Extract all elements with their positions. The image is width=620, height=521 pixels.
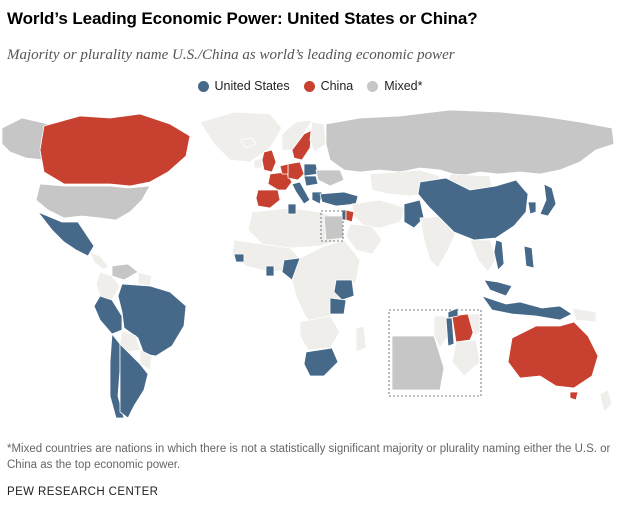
country-tasmania [569, 391, 579, 401]
region-central-america [89, 251, 109, 271]
inset-iraq [467, 313, 481, 337]
country-mexico [37, 211, 95, 257]
country-usa [35, 183, 151, 221]
inset-sinai [433, 315, 449, 349]
region-paraguay [139, 349, 153, 371]
inset-marker [320, 210, 344, 242]
country-ireland [253, 157, 263, 169]
chart-subtitle: Majority or plurality name U.S./China as… [7, 47, 455, 63]
country-jordan [345, 209, 355, 223]
country-sweden [291, 129, 313, 161]
country-finland [309, 121, 327, 153]
region-se-asia [469, 239, 497, 273]
country-tanzania [329, 297, 347, 315]
country-uk [261, 149, 277, 173]
region-middle-east [351, 199, 407, 229]
legend-item-china: China [303, 79, 354, 93]
country-indonesia [481, 295, 573, 321]
legend-label-us: United States [214, 79, 290, 93]
country-egypt [323, 215, 345, 241]
country-canada [39, 113, 191, 187]
country-peru [93, 295, 123, 335]
country-china [417, 177, 529, 241]
region-north-africa [247, 207, 341, 249]
inset-map [388, 307, 482, 397]
country-philippines [523, 245, 535, 269]
country-hungary [303, 175, 319, 187]
footnote: *Mixed countries are nations in which th… [7, 443, 611, 471]
country-ukraine [315, 169, 345, 187]
country-pakistan [403, 199, 425, 229]
country-venezuela [111, 263, 139, 281]
country-south-korea [527, 201, 537, 215]
world-map [1, 109, 615, 419]
country-senegal [233, 253, 245, 263]
country-nz [599, 389, 613, 413]
country-spain [255, 189, 281, 209]
source-label: PEW RESEARCH CENTER [7, 486, 159, 498]
chart-title: World’s Leading Economic Power: United S… [7, 9, 478, 28]
country-greenland [199, 111, 283, 163]
legend-swatch-china [303, 80, 315, 92]
legend-swatch-mixed [367, 80, 379, 92]
country-malaysia [483, 279, 513, 297]
country-vietnam [493, 239, 505, 271]
country-png [571, 307, 597, 323]
country-tunisia [287, 203, 297, 215]
country-japan [539, 183, 557, 217]
country-brazil [117, 283, 187, 357]
country-russia [325, 109, 615, 177]
legend-label-china: China [320, 79, 354, 93]
country-bolivia [119, 329, 141, 353]
legend: United States China Mixed* [0, 79, 620, 93]
region-southern-africa [299, 315, 341, 351]
country-alaska [1, 117, 49, 161]
country-south-africa [303, 347, 339, 377]
country-netherlands [279, 163, 289, 175]
country-ghana [265, 265, 275, 277]
country-italy [291, 181, 311, 205]
country-iceland [239, 137, 257, 149]
legend-label-mixed: Mixed* [384, 79, 423, 93]
region-guianas [137, 271, 153, 287]
country-saudi [345, 223, 383, 255]
country-kenya [333, 279, 355, 301]
country-australia [507, 321, 599, 389]
country-argentina [119, 343, 149, 419]
legend-item-mixed: Mixed* [367, 79, 422, 93]
country-madagascar [355, 325, 367, 353]
inset-lebanon [447, 307, 459, 319]
country-greece [311, 191, 323, 205]
country-germany [287, 161, 305, 181]
legend-item-us: United States [197, 79, 290, 93]
inset-egypt [391, 335, 445, 391]
legend-swatch-us [197, 80, 209, 92]
inset-saudi [451, 339, 481, 377]
